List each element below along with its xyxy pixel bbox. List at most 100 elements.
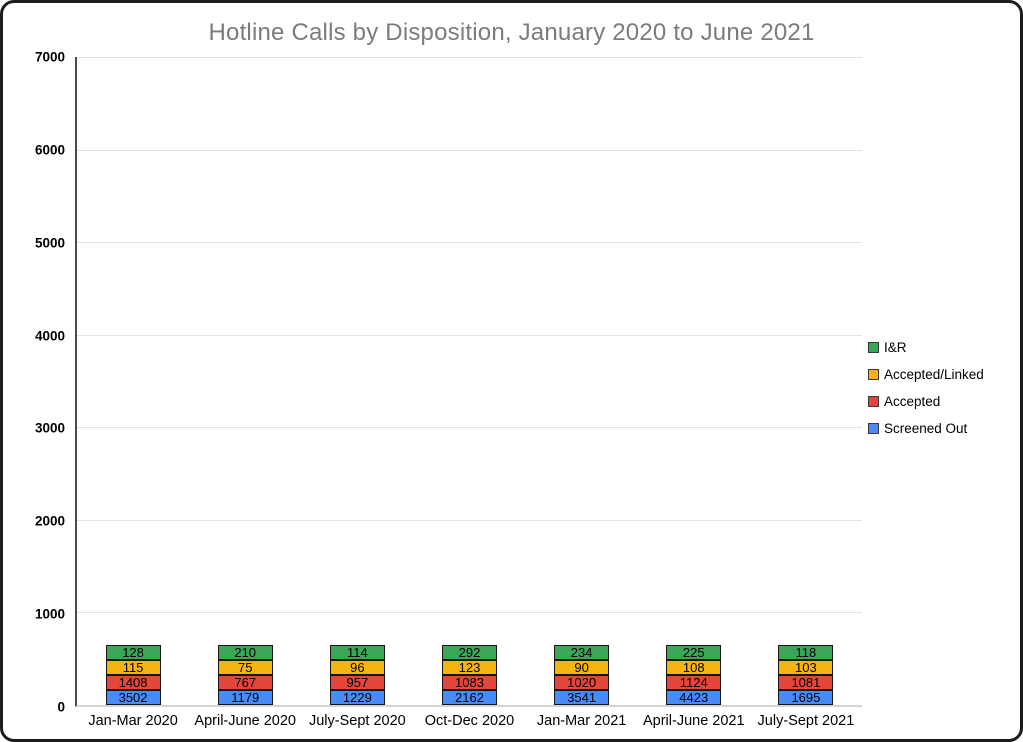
data-label: 1081: [791, 675, 821, 690]
legend-label: Accepted: [884, 394, 941, 409]
data-label: 114: [346, 645, 368, 660]
bar-segment-accepted: 1408: [105, 675, 161, 690]
bar-column: 1695 1081 103 118: [750, 57, 862, 705]
bar-segment-screened-out: 1179: [217, 690, 273, 705]
bar-column: 4423 1124 108 225: [638, 57, 750, 705]
bar-columns: 3502 1408 115 128 1179 767 75 210 1229 957 96 114 21…: [77, 57, 862, 705]
bar-segment-i-r: 128: [105, 645, 161, 660]
bar-segment-i-r: 292: [441, 645, 497, 660]
y-tick-label: 6000: [34, 142, 65, 158]
data-label: 957: [346, 675, 369, 690]
bar-segment-screened-out: 1229: [329, 690, 385, 705]
bar-column: 3541 1020 90 234: [526, 57, 638, 705]
bar-segment-i-r: 118: [778, 645, 834, 660]
gridline: [77, 334, 862, 336]
bar-column: 2162 1083 123 292: [413, 57, 525, 705]
bar-segment-accepted: 767: [217, 675, 273, 690]
data-label: 118: [795, 645, 817, 660]
x-axis-label: Oct-Dec 2020: [424, 713, 515, 729]
bar-segment-i-r: 114: [329, 645, 385, 660]
data-label: 4423: [679, 690, 709, 705]
bar-segment-accepted-linked: 90: [554, 660, 610, 675]
stacked-bar: 1179 767 75 210: [217, 645, 273, 705]
data-label: 103: [795, 660, 817, 675]
stacked-bar: 1695 1081 103 118: [778, 645, 834, 705]
bar-segment-i-r: 210: [217, 645, 273, 660]
bar-segment-i-r: 234: [554, 645, 610, 660]
x-axis: Jan-Mar 2020 April-June 2020 July-Sept 202…: [77, 705, 862, 729]
bar-column: 1229 957 96 114: [301, 57, 413, 705]
bar-segment-screened-out: 3541: [554, 690, 610, 705]
data-label: 210: [234, 645, 257, 660]
y-tick-label: 0: [57, 699, 65, 715]
data-label: 1229: [342, 690, 372, 705]
legend-item-accepted-linked: Accepted/Linked: [868, 367, 1020, 382]
data-label: 90: [574, 660, 589, 675]
gridline: [77, 57, 862, 58]
data-label: 2162: [455, 690, 484, 705]
x-axis-label: Jan-Mar 2021: [536, 713, 627, 729]
bar-segment-accepted: 1020: [554, 675, 610, 690]
bar-segment-screened-out: 1695: [778, 690, 834, 705]
data-label: 225: [682, 645, 705, 660]
gridline: [77, 612, 862, 614]
x-axis-label: April-June 2021: [642, 713, 745, 729]
bar-segment-accepted-linked: 108: [666, 660, 722, 675]
data-label: 1020: [567, 675, 597, 690]
bar-segment-i-r: 225: [666, 645, 722, 660]
legend-label: I&R: [884, 340, 907, 355]
x-axis-label: April-June 2020: [194, 713, 296, 729]
data-label: 3502: [118, 690, 148, 705]
gridline: [77, 427, 862, 429]
legend-swatch-icon: [868, 342, 879, 353]
data-label: 108: [682, 660, 705, 675]
stacked-bar: 3502 1408 115 128: [105, 645, 161, 705]
legend-item-accepted: Accepted: [868, 394, 1020, 409]
y-tick-label: 3000: [34, 420, 65, 436]
y-tick-label: 1000: [34, 606, 65, 622]
bar-segment-accepted-linked: 96: [329, 660, 385, 675]
legend-swatch-icon: [868, 423, 879, 434]
legend-swatch-icon: [868, 369, 879, 380]
bar-column: 3502 1408 115 128: [77, 57, 189, 705]
bar-segment-accepted-linked: 115: [105, 660, 161, 675]
data-label: 123: [458, 660, 481, 675]
stacked-bar: 4423 1124 108 225: [666, 645, 722, 705]
data-label: 1179: [231, 690, 260, 705]
bar-segment-accepted: 1124: [666, 675, 722, 690]
data-label: 75: [237, 660, 253, 675]
chart-body: 0 1000 2000 3000 4000 5000 6000 7000 3502 1408 11…: [3, 50, 1020, 739]
chart-title: Hotline Calls by Disposition, January 20…: [208, 19, 815, 46]
data-label: 234: [570, 645, 593, 660]
data-label: 115: [122, 660, 144, 675]
x-axis-label: July-Sept 2020: [308, 713, 406, 729]
gridline: [77, 519, 862, 521]
x-axis-label: July-Sept 2021: [757, 713, 855, 729]
data-label: 1695: [791, 690, 821, 705]
bar-segment-screened-out: 4423: [666, 690, 722, 705]
legend-item-screened-out: Screened Out: [868, 421, 1020, 436]
bar-segment-accepted: 1083: [441, 675, 497, 690]
bar-segment-accepted: 1081: [778, 675, 834, 690]
y-axis: 0 1000 2000 3000 4000 5000 6000 7000: [3, 50, 75, 715]
data-label: 3541: [567, 690, 597, 705]
data-label: 1124: [679, 675, 708, 690]
legend-label: Accepted/Linked: [884, 367, 984, 382]
gridline: [77, 149, 862, 151]
legend-swatch-icon: [868, 396, 879, 407]
stacked-bar: 1229 957 96 114: [329, 645, 385, 705]
plot-area: 3502 1408 115 128 1179 767 75 210 1229 957 96 114 21…: [75, 57, 862, 729]
stacked-bar: 3541 1020 90 234: [554, 645, 610, 705]
bar-column: 1179 767 75 210: [189, 57, 301, 705]
y-tick-label: 5000: [34, 235, 65, 251]
legend: I&R Accepted/Linked Accepted Screened Out: [862, 57, 1020, 719]
bar-segment-screened-out: 3502: [105, 690, 161, 705]
bar-segment-screened-out: 2162: [441, 690, 497, 705]
legend-label: Screened Out: [884, 421, 968, 436]
y-tick-label: 7000: [34, 49, 65, 65]
data-label: 767: [234, 675, 257, 690]
data-label: 96: [350, 660, 365, 675]
gridline: [77, 242, 862, 244]
data-label: 1408: [118, 675, 148, 690]
